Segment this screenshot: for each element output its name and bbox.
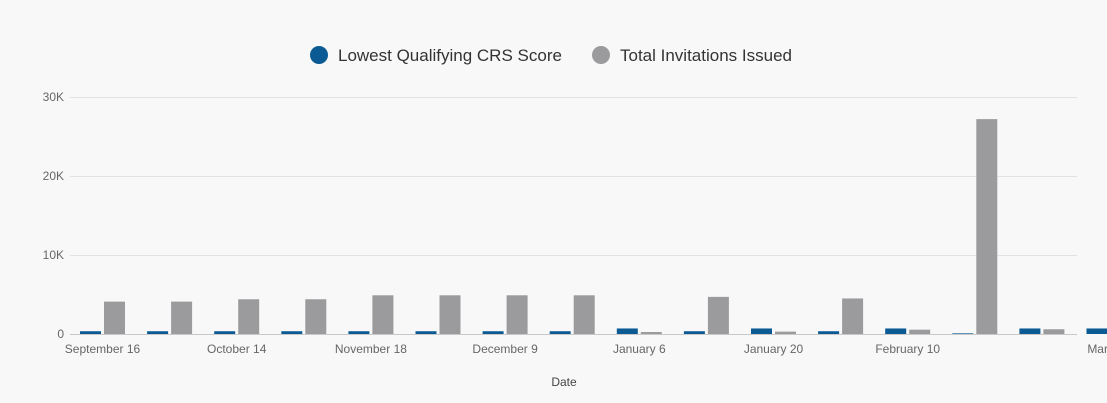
gridlines bbox=[70, 97, 1077, 256]
bar-crs-score[interactable] bbox=[751, 328, 772, 334]
x-tick-label: October 14 bbox=[207, 342, 267, 356]
bar-invitations[interactable] bbox=[104, 301, 125, 334]
legend: Lowest Qualifying CRS Score Total Invita… bbox=[310, 46, 792, 65]
x-tick-label: November 18 bbox=[335, 342, 407, 356]
bar-invitations[interactable] bbox=[171, 301, 193, 334]
bar-crs-score[interactable] bbox=[214, 331, 236, 334]
x-tick-label: February 10 bbox=[875, 342, 940, 356]
legend-label-invitations: Total Invitations Issued bbox=[620, 46, 792, 65]
bar-invitations[interactable] bbox=[640, 332, 662, 334]
bar-crs-score[interactable] bbox=[549, 331, 571, 334]
bar-invitations[interactable] bbox=[775, 331, 796, 334]
y-tick-label: 30K bbox=[43, 90, 64, 104]
bar-invitations[interactable] bbox=[305, 299, 327, 334]
y-tick-label: 20K bbox=[43, 169, 64, 183]
legend-marker-invitations bbox=[592, 46, 610, 64]
bar-crs-score[interactable] bbox=[482, 331, 504, 334]
x-axis-tick-labels: September 16 October 14 November 18 Decembe… bbox=[65, 342, 1107, 356]
bar-invitations[interactable] bbox=[909, 329, 931, 334]
bar-crs-score[interactable] bbox=[952, 333, 974, 334]
y-axis-tick-labels: 0 10K 20K 30K bbox=[43, 90, 65, 341]
y-tick-label: 10K bbox=[43, 248, 64, 262]
bar-crs-score[interactable] bbox=[885, 328, 907, 334]
bar-crs-score[interactable] bbox=[348, 331, 370, 334]
bar-invitations[interactable] bbox=[439, 295, 461, 334]
x-axis-title: Date bbox=[551, 375, 577, 389]
bar-crs-score[interactable] bbox=[1086, 328, 1107, 334]
bar-invitations[interactable] bbox=[707, 296, 729, 334]
bar-crs-score[interactable] bbox=[80, 331, 101, 334]
bar-crs-score[interactable] bbox=[415, 331, 437, 334]
bar-invitations[interactable] bbox=[573, 295, 595, 334]
bar-invitations[interactable] bbox=[1043, 329, 1065, 334]
y-tick-label: 0 bbox=[57, 327, 64, 341]
bar-invitations[interactable] bbox=[976, 119, 998, 335]
bar-crs-score[interactable] bbox=[147, 331, 169, 334]
bar-crs-score[interactable] bbox=[683, 331, 705, 334]
bar-invitations[interactable] bbox=[842, 298, 864, 334]
bar-crs-score[interactable] bbox=[616, 328, 638, 334]
bars bbox=[80, 119, 1107, 335]
bar-invitations[interactable] bbox=[506, 295, 528, 334]
legend-item-invitations[interactable]: Total Invitations Issued bbox=[592, 46, 792, 65]
x-tick-label: September 16 bbox=[65, 342, 141, 356]
bar-crs-score[interactable] bbox=[281, 331, 303, 334]
x-tick-label: March 8 bbox=[1087, 342, 1107, 356]
legend-item-crs-score[interactable]: Lowest Qualifying CRS Score bbox=[310, 46, 562, 65]
legend-marker-crs-score bbox=[310, 46, 328, 64]
bar-crs-score[interactable] bbox=[1019, 328, 1041, 334]
bar-crs-score[interactable] bbox=[818, 331, 840, 334]
x-tick-label: January 6 bbox=[613, 342, 666, 356]
bar-invitations[interactable] bbox=[372, 295, 394, 334]
bar-invitations[interactable] bbox=[238, 299, 260, 334]
x-tick-label: December 9 bbox=[472, 342, 538, 356]
legend-label-crs-score: Lowest Qualifying CRS Score bbox=[338, 46, 562, 65]
x-tick-label: January 20 bbox=[744, 342, 804, 356]
